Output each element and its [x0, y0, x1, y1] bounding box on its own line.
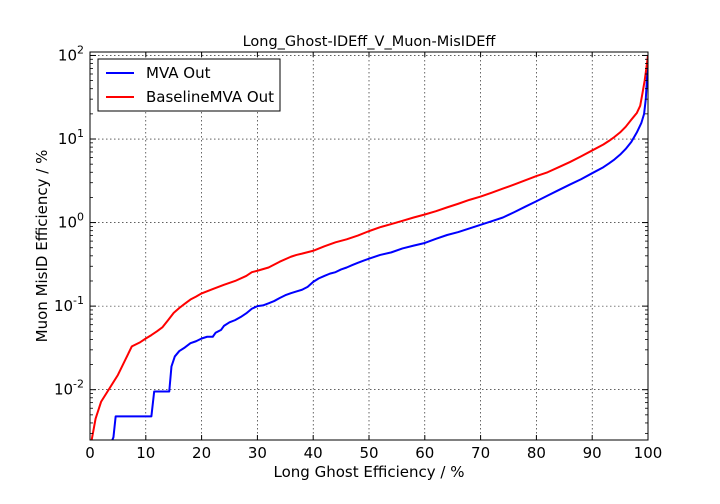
x-tick-label: 100 — [634, 444, 663, 462]
y-tick-label-base: 10 — [58, 130, 77, 148]
y-tick-label-base: 10 — [54, 381, 73, 399]
x-tick-label: 40 — [304, 444, 323, 462]
series-line-baselinemva-out — [90, 55, 648, 440]
y-tick-label-exponent: 0 — [77, 211, 84, 224]
x-tick-label: 90 — [583, 444, 602, 462]
x-tick-label: 50 — [359, 444, 378, 462]
y-axis-title: Muon MisID Efficiency / % — [33, 150, 51, 343]
y-tick-label: 10-1 — [54, 294, 84, 315]
x-tick-label: 60 — [415, 444, 434, 462]
y-tick-label-base: 10 — [58, 214, 77, 232]
series-layer — [90, 55, 648, 440]
chart-title: Long_Ghost-IDEff_V_Muon-MisIDEff — [243, 34, 497, 50]
y-tick-label: 10-2 — [54, 378, 84, 399]
y-tick-label-base: 10 — [54, 297, 73, 315]
x-tick-label: 10 — [136, 444, 155, 462]
y-tick-label: 100 — [58, 211, 84, 232]
y-tick-label-exponent: -2 — [73, 378, 84, 391]
y-tick-label-base: 10 — [58, 46, 77, 64]
legend-box — [97, 58, 281, 112]
legend-label: BaselineMVA Out — [146, 88, 274, 106]
y-tick-label: 101 — [58, 127, 84, 148]
x-tick-label: 0 — [85, 444, 95, 462]
legend-label: MVA Out — [146, 64, 211, 82]
x-tick-label: 20 — [192, 444, 211, 462]
x-tick-label: 30 — [248, 444, 267, 462]
legend: MVA Out BaselineMVA Out — [97, 58, 281, 112]
y-tick-label: 102 — [58, 43, 84, 64]
x-tick-label: 70 — [471, 444, 490, 462]
series-line-mva-out — [111, 55, 648, 440]
y-tick-label-exponent: 1 — [77, 127, 84, 140]
y-tick-label-exponent: -1 — [73, 294, 84, 307]
x-tick-label: 80 — [527, 444, 546, 462]
x-axis-title: Long Ghost Efficiency / % — [274, 463, 465, 481]
y-tick-label-exponent: 2 — [77, 43, 84, 56]
